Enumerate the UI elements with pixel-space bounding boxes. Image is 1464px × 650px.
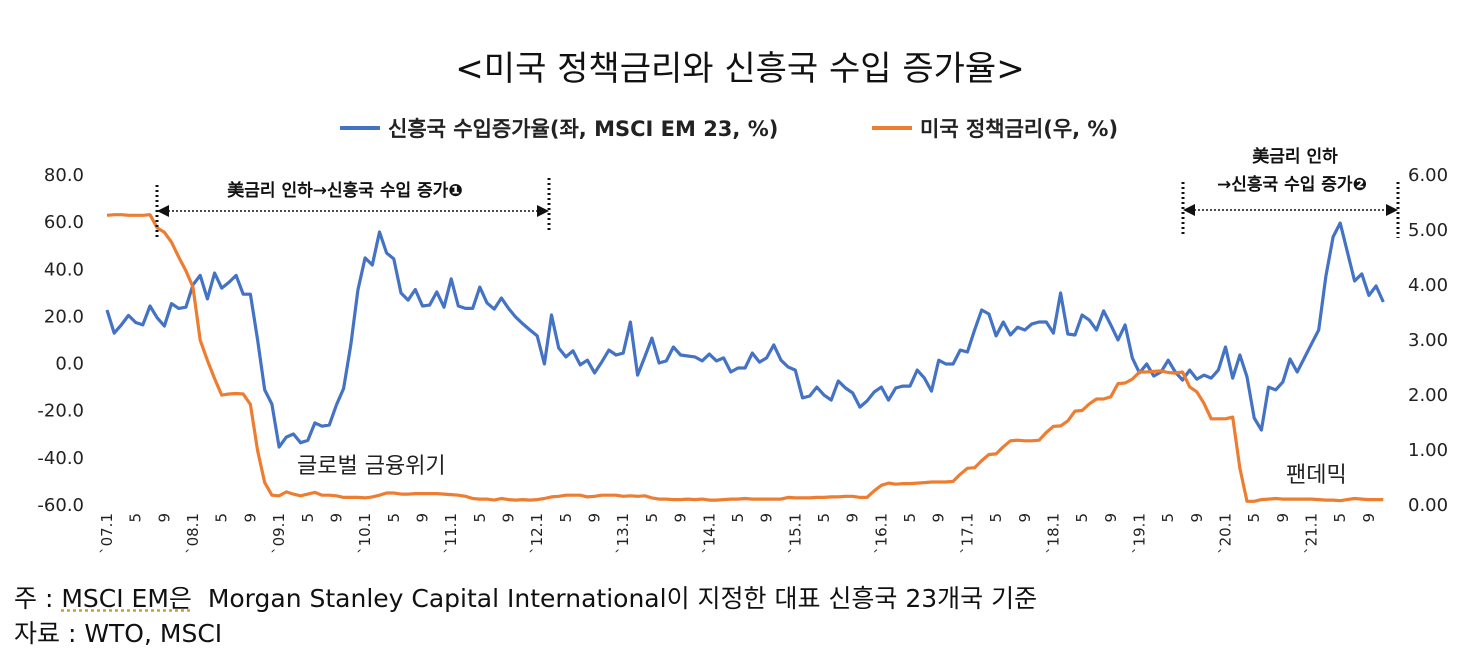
annotation-period1 — [155, 178, 551, 240]
series-line-imports — [105, 221, 1385, 449]
arrow-left-icon — [1183, 204, 1195, 216]
chart-title: <미국 정책금리와 신흥국 수입 증가율> — [455, 49, 1024, 89]
x-tick-label: 5 — [901, 513, 919, 523]
x-tick-label: 5 — [127, 513, 145, 523]
right-axis: 6.00 5.00 4.00 3.00 2.00 1.00 0.00 — [1408, 165, 1448, 516]
left-tick-label: -20.0 — [37, 401, 84, 422]
arrow-left-icon — [157, 205, 169, 217]
annotation-period1-text: 美금리 인하→신흥국 수입 증가❶ — [227, 180, 462, 201]
right-tick-label: 0.00 — [1408, 495, 1448, 516]
x-tick-label: 5 — [987, 513, 1005, 523]
footnote-source: 자료 : WTO, MSCI — [14, 619, 223, 648]
annotation-period2 — [1181, 182, 1400, 238]
x-tick-label: `17.1 — [958, 513, 976, 554]
right-tick-label: 1.00 — [1408, 440, 1448, 461]
x-tick-label: 5 — [643, 513, 661, 523]
x-tick-label: `15.1 — [786, 513, 804, 554]
left-tick-label: 0.0 — [55, 354, 84, 375]
x-tick-label: `11.1 — [442, 513, 460, 554]
x-tick-label: `16.1 — [872, 513, 890, 554]
arrow-right-icon — [537, 205, 549, 217]
x-tick-label: 5 — [1159, 513, 1177, 523]
x-tick-label: 9 — [586, 513, 604, 523]
x-tick-label: 9 — [672, 513, 690, 523]
x-tick-label: 9 — [1188, 513, 1206, 523]
chart: <미국 정책금리와 신흥국 수입 증가율> 신흥국 수입증가율(좌, MSCI … — [37, 49, 1448, 554]
x-tick-label: `07.1 — [98, 513, 116, 554]
footnote-note: 주 : MSCI EM은 Morgan Stanley Capital Inte… — [14, 579, 1037, 615]
x-tick-label: 5 — [471, 513, 489, 523]
x-tick-label: 9 — [758, 513, 776, 523]
x-tick-label: 9 — [241, 513, 259, 523]
legend-label-rate: 미국 정책금리(우, %) — [920, 117, 1118, 141]
x-tick-label: `08.1 — [184, 513, 202, 554]
annotation-pandemic: 팬데믹 — [1286, 463, 1347, 488]
x-tick-label: `20.1 — [1217, 513, 1235, 554]
x-tick-label: 9 — [1274, 513, 1292, 523]
x-axis: `07.1 5 9 `08.1 5 9 `09.1 5 9 `10.1 5 9 `11.1 5 9 `12.1… — [98, 513, 1378, 554]
x-tick-label: `14.1 — [700, 513, 718, 554]
x-tick-label: 5 — [729, 513, 747, 523]
right-tick-label: 2.00 — [1408, 385, 1448, 406]
legend-label-imports: 신흥국 수입증가율(좌, MSCI EM 23, %) — [388, 117, 778, 141]
annotation-gfc: 글로벌 금융위기 — [297, 454, 446, 479]
x-tick-label: 9 — [327, 513, 345, 523]
x-tick-label: `19.1 — [1130, 513, 1148, 554]
x-tick-label: 5 — [213, 513, 231, 523]
left-tick-label: -40.0 — [37, 448, 84, 469]
right-tick-label: 3.00 — [1408, 330, 1448, 351]
series-line-rate — [106, 213, 1384, 503]
x-tick-label: 5 — [1073, 513, 1091, 523]
note-prefix: 주 : — [14, 584, 62, 613]
annotation-period2-line2: →신흥국 수입 증가❷ — [1217, 174, 1367, 195]
x-tick-label: 9 — [1102, 513, 1120, 523]
x-tick-label: `21.1 — [1303, 513, 1321, 554]
x-tick-label: 5 — [299, 513, 317, 523]
x-tick-label: 9 — [413, 513, 431, 523]
x-tick-label: 5 — [815, 513, 833, 523]
x-tick-label: 9 — [155, 513, 173, 523]
left-axis: 80.0 60.0 40.0 20.0 0.0 -20.0 -40.0 -60.0 — [37, 165, 84, 516]
x-tick-label: 9 — [500, 513, 518, 523]
x-tick-label: `10.1 — [356, 513, 374, 554]
x-tick-label: 9 — [1360, 513, 1378, 523]
x-tick-label: `12.1 — [528, 513, 546, 554]
x-tick-label: `09.1 — [270, 513, 288, 554]
left-tick-label: 40.0 — [44, 259, 84, 280]
right-tick-label: 6.00 — [1408, 165, 1448, 186]
legend: 신흥국 수입증가율(좌, MSCI EM 23, %) 미국 정책금리(우, %… — [340, 117, 1118, 141]
left-tick-label: 80.0 — [44, 165, 84, 186]
right-tick-label: 4.00 — [1408, 275, 1448, 296]
series-lines — [105, 213, 1385, 503]
arrow-right-icon — [1386, 204, 1398, 216]
x-tick-label: 5 — [1331, 513, 1349, 523]
x-tick-label: 5 — [557, 513, 575, 523]
annotation-period2-line1: 美금리 인하 — [1252, 146, 1338, 167]
left-tick-label: 20.0 — [44, 306, 84, 327]
x-tick-label: 5 — [1245, 513, 1263, 523]
x-tick-label: 9 — [930, 513, 948, 523]
x-tick-label: `13.1 — [614, 513, 632, 554]
left-tick-label: -60.0 — [37, 495, 84, 516]
note-rest: Morgan Stanley Capital International이 지정… — [191, 584, 1038, 613]
x-tick-label: 9 — [1016, 513, 1034, 523]
x-tick-label: 9 — [844, 513, 862, 523]
x-tick-label: 5 — [385, 513, 403, 523]
note-underlined: MSCI EM은 — [61, 584, 192, 613]
left-tick-label: 60.0 — [44, 212, 84, 233]
right-tick-label: 5.00 — [1408, 220, 1448, 241]
x-tick-label: `18.1 — [1044, 513, 1062, 554]
